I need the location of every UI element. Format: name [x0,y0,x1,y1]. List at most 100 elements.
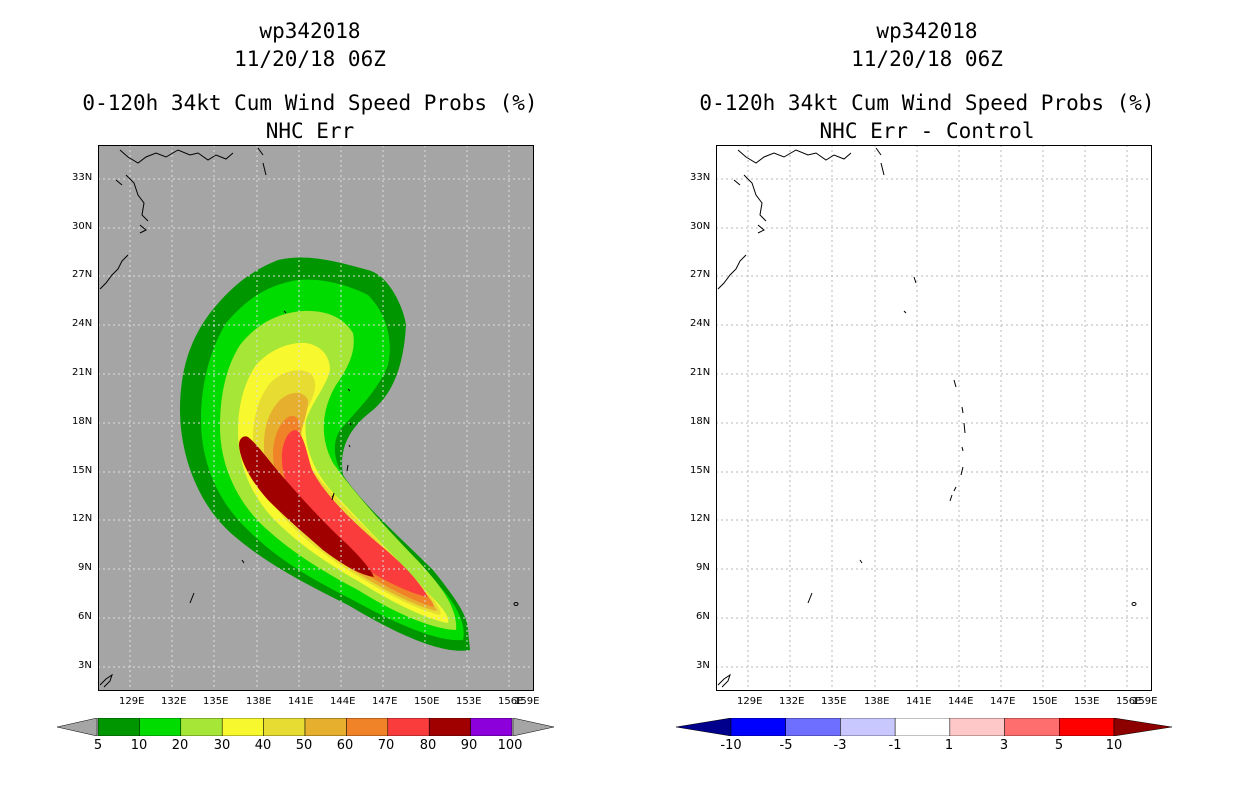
right-lat-label: 6N [696,611,710,622]
right-lat-label: 15N [690,465,711,476]
left-lat-label: 3N [78,660,92,671]
right-lat-label: 21N [690,367,711,378]
right-cb-label: 3 [999,738,1009,753]
left-map-frame [98,145,534,691]
left-cb-label: 5 [93,738,103,753]
right-lat-label: 9N [696,562,710,573]
right-map-frame [716,145,1152,691]
left-lat-label: 18N [72,416,93,427]
right-lat-label: 12N [690,513,711,524]
left-cb-label: 50 [295,738,313,753]
right-colorbar [676,718,1172,736]
colorbar-swatch [949,718,1005,736]
right-lon-label: 153E [1074,696,1100,707]
right-storm-id: wp342018 [876,19,978,43]
colorbar-swatch [221,718,264,736]
right-lon-label: 156E [1116,696,1142,707]
left-subtitle: NHC Err [265,119,355,143]
left-lon-label: 153E [456,696,482,707]
left-lon-label: 150E [414,696,440,707]
colorbar-swatch [428,718,471,736]
right-cb-label: -5 [779,738,793,753]
left-cb-label: 60 [336,738,354,753]
right-lon-label: 135E [821,696,847,707]
guam-dot [241,559,245,564]
left-lon-label: 156E [498,696,524,707]
left-lat-label: 27N [72,269,93,280]
right-cb-label: 10 [1105,738,1123,753]
probability-swath [180,257,470,651]
left-lon-label: 141E [288,696,314,707]
japan-coast [115,147,267,234]
right-datetime: 11/20/18 06Z [851,47,1003,71]
right-lat-label: 18N [690,416,711,427]
right-lat-label: 27N [690,269,711,280]
right-cb-label: -3 [833,738,847,753]
left-lat-label: 6N [78,611,92,622]
left-lon-label: 138E [246,696,272,707]
right-lon-label: 132E [779,696,805,707]
colorbar-swatch [840,718,896,736]
right-lon-label: 150E [1032,696,1058,707]
left-cb-label: 70 [377,738,395,753]
left-lat-label: 21N [72,367,93,378]
colorbar-over-arrow [1113,718,1172,736]
left-lon-label: 129E [119,696,145,707]
kosrae-island [513,602,519,606]
left-cb-label: 100 [497,738,523,753]
palau [189,592,195,604]
left-coastlines [99,147,519,688]
colorbar-swatch [1004,718,1060,736]
left-lat-label: 24N [72,318,93,329]
left-cb-label: 20 [171,738,189,753]
colorbar-swatch [139,718,182,736]
colorbar-swatch [730,718,786,736]
right-lon-label: 159E [1132,696,1158,707]
colorbar-swatch [180,718,223,736]
colorbar-swatch [304,718,347,736]
left-lat-label: 15N [72,465,93,476]
right-cb-label: 5 [1054,738,1064,753]
right-subtitle: NHC Err - Control [819,119,1035,143]
right-lon-label: 147E [990,696,1016,707]
left-lon-label: 132E [161,696,187,707]
right-cb-label: -1 [888,738,902,753]
left-cb-label: 10 [130,738,148,753]
japan-coast [733,147,885,234]
right-lat-label: 33N [690,172,711,183]
colorbar-swatch [346,718,389,736]
palau [807,592,813,604]
left-lon-label: 135E [203,696,229,707]
left-lat-label: 9N [78,562,92,573]
left-datetime: 11/20/18 06Z [234,47,386,71]
right-map [716,145,1152,691]
right-lon-label: 144E [948,696,974,707]
right-cb-label: 1 [944,738,954,753]
right-lon-label: 129E [737,696,763,707]
right-lon-label: 141E [906,696,932,707]
right-lon-label: 138E [864,696,890,707]
mariana-islands [949,379,966,502]
okinawa-islands [717,254,747,290]
right-cb-label: -10 [720,738,742,753]
left-cb-label: 30 [213,738,231,753]
colorbar-swatch [1059,718,1115,736]
okinawa-islands [99,254,129,290]
colorbar-under-arrow [676,718,732,736]
left-lat-label: 33N [72,172,93,183]
left-title: 0-120h 34kt Cum Wind Speed Probs (%) [82,91,538,115]
left-cb-label: 90 [460,738,478,753]
right-title: 0-120h 34kt Cum Wind Speed Probs (%) [699,91,1155,115]
left-storm-id: wp342018 [259,19,361,43]
colorbar-under-arrow [57,718,98,736]
left-cb-label: 40 [254,738,272,753]
colorbar-swatch [263,718,306,736]
contour-80 [239,436,374,577]
ogasawara [283,310,287,314]
right-lat-label: 24N [690,318,711,329]
colorbar-swatch [387,718,430,736]
philippine-tip [717,673,731,688]
colorbar-swatch [894,718,951,736]
kosrae-island [1131,602,1137,606]
left-grid [98,145,534,691]
